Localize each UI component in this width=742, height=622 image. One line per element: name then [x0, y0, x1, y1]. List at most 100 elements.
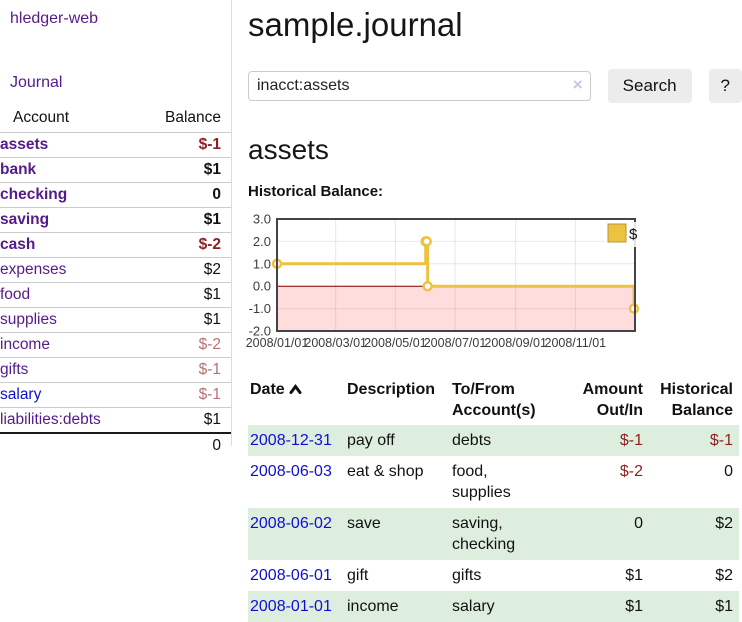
transaction-balance: $1 — [715, 598, 733, 615]
account-balance: $2 — [203, 261, 221, 278]
account-balance: $-2 — [198, 336, 221, 353]
account-link-liabilities-debts[interactable]: liabilities:debts — [0, 411, 101, 428]
account-row: expenses $2 — [0, 257, 231, 283]
sidebar: hledger-web Journal Account Balance asse… — [0, 0, 232, 454]
transaction-accounts: debts — [452, 432, 492, 449]
svg-text:2008/07/01: 2008/07/01 — [424, 336, 487, 350]
account-link-expenses[interactable]: expenses — [0, 261, 67, 278]
register-header-row: Date Description To/From Account(s) Amou… — [248, 375, 739, 425]
svg-text:2008/09/01: 2008/09/01 — [484, 336, 547, 350]
account-link-checking[interactable]: checking — [0, 186, 68, 203]
transaction-row: 2008-06-03 eat & shop food, supplies $-2… — [248, 456, 739, 508]
svg-text:2008/01/01: 2008/01/01 — [246, 336, 309, 350]
svg-text:2008/11/01: 2008/11/01 — [545, 336, 607, 350]
account-row: salary $-1 — [0, 382, 231, 408]
account-link-supplies[interactable]: supplies — [0, 311, 57, 328]
account-row: bank $1 — [0, 157, 231, 183]
account-link-cash[interactable]: cash — [0, 236, 36, 253]
svg-text:1.0: 1.0 — [253, 256, 271, 271]
sidebar-item-journal[interactable]: Journal — [10, 74, 63, 91]
account-balance: $1 — [203, 311, 221, 328]
svg-text:2008/03/01: 2008/03/01 — [304, 336, 367, 350]
account-balance: $-1 — [198, 136, 221, 153]
transaction-amount: $1 — [625, 567, 643, 584]
help-button[interactable]: ? — [708, 69, 742, 103]
app-title-link[interactable]: hledger-web — [10, 10, 99, 27]
account-row: gifts $-1 — [0, 357, 231, 383]
account-balance: $1 — [203, 211, 221, 228]
account-row: supplies $1 — [0, 307, 231, 333]
search-form: × Search ? — [248, 69, 742, 103]
transaction-balance: $2 — [715, 515, 733, 532]
account-row: cash $-2 — [0, 232, 231, 258]
transaction-balance: $2 — [715, 567, 733, 584]
transaction-description: income — [347, 598, 399, 615]
transaction-accounts: gifts — [452, 567, 482, 584]
svg-text:2008/05/01: 2008/05/01 — [364, 336, 427, 350]
account-balance: 0 — [212, 186, 221, 203]
transaction-balance: $-1 — [709, 432, 733, 449]
accounts-total-value: 0 — [212, 437, 221, 454]
transaction-date-link[interactable]: 2008-06-01 — [250, 567, 332, 584]
description-column-header: Description — [347, 381, 436, 398]
account-link-food[interactable]: food — [0, 286, 31, 303]
account-balance: $1 — [203, 286, 221, 303]
transaction-amount: 0 — [634, 515, 643, 532]
tofrom-column-header: To/From Account(s) — [452, 381, 536, 419]
transaction-description: pay off — [347, 432, 395, 449]
transaction-date-link[interactable]: 2008-06-02 — [250, 515, 332, 532]
account-balance: $-2 — [198, 236, 221, 253]
transaction-date-link[interactable]: 2008-01-01 — [250, 598, 332, 615]
accounts-header: Account — [13, 109, 70, 126]
accounts-table: Account Balance assets $-1 bank $1 check… — [0, 107, 231, 458]
svg-text:3.0: 3.0 — [253, 212, 271, 227]
transaction-accounts: saving, checking — [452, 515, 516, 553]
account-link-bank[interactable]: bank — [0, 161, 37, 178]
account-heading: assets — [248, 134, 329, 165]
account-row: saving $1 — [0, 207, 231, 233]
svg-text:0.0: 0.0 — [253, 279, 271, 294]
account-link-assets[interactable]: assets — [0, 136, 49, 153]
transaction-row: 2008-01-01 income salary $1 $1 — [248, 591, 739, 622]
account-balance: $-1 — [198, 361, 221, 378]
transaction-amount: $1 — [625, 598, 643, 615]
page-title: sample.journal — [248, 6, 463, 43]
transaction-balance: 0 — [724, 463, 733, 480]
search-input[interactable] — [248, 71, 591, 101]
transaction-description: gift — [347, 567, 369, 584]
register-table: Date Description To/From Account(s) Amou… — [248, 375, 739, 622]
account-row: checking 0 — [0, 182, 231, 208]
account-link-income[interactable]: income — [0, 336, 50, 353]
account-balance: $1 — [203, 411, 221, 428]
transaction-accounts: salary — [452, 598, 495, 615]
amount-column-header: Amount Out/In — [582, 381, 643, 419]
account-row: food $1 — [0, 282, 231, 308]
account-row: assets $-1 — [0, 132, 231, 158]
search-button[interactable]: Search — [607, 69, 692, 103]
account-link-saving[interactable]: saving — [0, 211, 50, 228]
historical-balance-chart: $3.0 2.0 1.0 0.0 -1.0 -2.02008/01/012008/03/0… — [246, 212, 642, 350]
transaction-accounts: food, supplies — [452, 463, 511, 501]
svg-text:2.0: 2.0 — [253, 234, 271, 249]
chart-title: Historical Balance: — [248, 183, 384, 200]
account-row: income $-2 — [0, 332, 231, 358]
main-content: sample.journal × Search ? assets Histori… — [246, 0, 742, 622]
transaction-date-link[interactable]: 2008-06-03 — [250, 463, 332, 480]
balance-column-header: Historical Balance — [660, 381, 733, 419]
svg-text:-2.0: -2.0 — [249, 324, 271, 339]
account-balance: $1 — [203, 161, 221, 178]
balance-header: Balance — [164, 109, 221, 126]
transaction-amount: $-1 — [619, 432, 643, 449]
transaction-date-link[interactable]: 2008-12-31 — [250, 432, 332, 449]
svg-text:-1.0: -1.0 — [249, 301, 271, 316]
account-link-gifts[interactable]: gifts — [0, 361, 29, 378]
account-balance: $-1 — [198, 386, 221, 403]
account-link-salary[interactable]: salary — [0, 386, 42, 403]
date-column-header[interactable]: Date — [248, 375, 345, 425]
clear-search-icon[interactable]: × — [572, 75, 583, 94]
transaction-amount: $-2 — [619, 463, 643, 480]
account-row: liabilities:debts $1 — [0, 407, 231, 434]
transaction-row: 2008-06-02 save saving, checking 0 $2 — [248, 508, 739, 560]
transaction-description: save — [347, 515, 381, 532]
transaction-description: eat & shop — [347, 463, 424, 480]
